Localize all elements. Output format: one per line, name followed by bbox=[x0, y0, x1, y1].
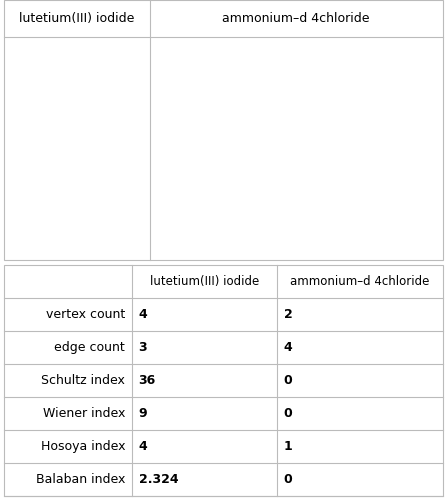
Text: 1: 1 bbox=[284, 440, 293, 453]
Text: 4: 4 bbox=[139, 308, 148, 321]
Text: +: + bbox=[313, 135, 324, 148]
Text: 3: 3 bbox=[139, 341, 147, 354]
Text: Schultz index: Schultz index bbox=[41, 374, 125, 387]
Text: ammonium–d 4chloride: ammonium–d 4chloride bbox=[290, 275, 430, 288]
Text: 9: 9 bbox=[139, 407, 147, 420]
Text: lutetium(III) iodide: lutetium(III) iodide bbox=[150, 275, 259, 288]
Text: 2: 2 bbox=[284, 308, 293, 321]
Text: 2: 2 bbox=[243, 105, 249, 115]
Text: 2.324: 2.324 bbox=[139, 473, 178, 486]
Text: 4: 4 bbox=[284, 341, 293, 354]
Text: 0: 0 bbox=[284, 473, 293, 486]
Text: lutetium(III) iodide: lutetium(III) iodide bbox=[19, 12, 135, 25]
Text: Hosoya index: Hosoya index bbox=[41, 440, 125, 453]
Text: H: H bbox=[302, 204, 313, 219]
Text: 0: 0 bbox=[284, 374, 293, 387]
Text: −: − bbox=[255, 50, 267, 64]
Text: 2: 2 bbox=[295, 194, 302, 204]
Text: H: H bbox=[354, 119, 366, 134]
Text: 0: 0 bbox=[284, 407, 293, 420]
Text: ammonium–d 4chloride: ammonium–d 4chloride bbox=[223, 12, 370, 25]
Text: 2: 2 bbox=[348, 110, 354, 120]
Text: vertex count: vertex count bbox=[46, 308, 125, 321]
Text: Wiener index: Wiener index bbox=[43, 407, 125, 420]
Text: 2: 2 bbox=[202, 154, 208, 164]
Text: 4: 4 bbox=[139, 440, 148, 453]
Text: 36: 36 bbox=[139, 374, 156, 387]
Text: Balaban index: Balaban index bbox=[36, 473, 125, 486]
Text: H: H bbox=[208, 163, 220, 178]
Text: I: I bbox=[63, 208, 68, 223]
Text: I: I bbox=[20, 97, 24, 112]
Text: N: N bbox=[290, 153, 302, 171]
Text: H: H bbox=[249, 115, 261, 129]
Text: edge count: edge count bbox=[55, 341, 125, 354]
Text: Lu: Lu bbox=[65, 136, 83, 152]
Text: I: I bbox=[118, 97, 123, 112]
Text: Cl: Cl bbox=[202, 55, 220, 73]
